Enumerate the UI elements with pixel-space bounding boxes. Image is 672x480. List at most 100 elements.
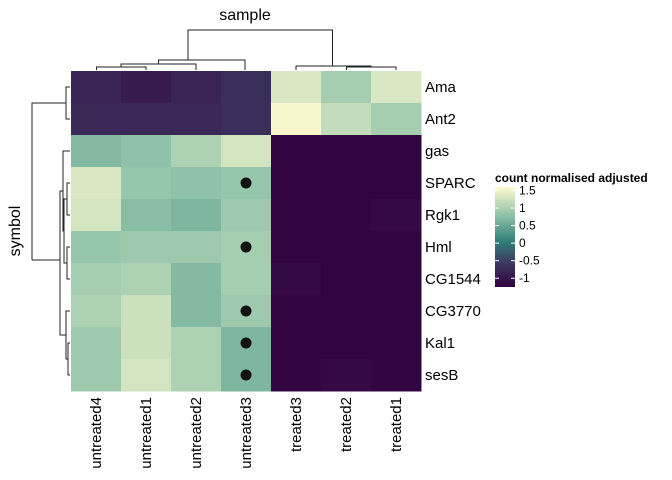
cell-kal1-treated3 — [271, 327, 322, 360]
row-axis-title: symbol — [7, 206, 24, 257]
row-dendro-top — [31, 102, 66, 260]
heatmap-cells — [71, 71, 422, 392]
col-dendro-untreated — [158, 59, 246, 70]
legend-tick-label--1: -1 — [519, 271, 530, 285]
cell-sparc-treated1 — [371, 167, 422, 200]
column-label-untreated4: untreated4 — [88, 397, 105, 469]
marker-sparc-untreated3 — [240, 177, 252, 189]
cell-ant2-untreated2 — [171, 103, 222, 136]
cell-hml-untreated2 — [171, 231, 222, 264]
cell-cg3770-treated3 — [271, 295, 322, 328]
legend-tick-label--0-5: -0.5 — [519, 254, 540, 268]
column-label-treated3: treated3 — [288, 397, 305, 452]
cell-gas-untreated3 — [221, 135, 272, 168]
cell-kal1-untreated4 — [71, 327, 122, 360]
cell-cg1544-treated3 — [271, 263, 322, 296]
cell-cg3770-treated2 — [321, 295, 372, 328]
cell-hml-untreated1 — [121, 231, 172, 264]
row-dendro-bottom — [59, 190, 66, 336]
cell-sparc-treated3 — [271, 167, 322, 200]
cell-rgk1-treated3 — [271, 199, 322, 232]
cell-cg1544-untreated2 — [171, 263, 222, 296]
cell-hml-untreated4 — [71, 231, 122, 264]
legend-tick-label-0-5: 0.5 — [519, 219, 536, 233]
cell-kal1-treated1 — [371, 327, 422, 360]
cell-rgk1-untreated3 — [221, 199, 272, 232]
cell-ama-untreated2 — [171, 71, 222, 104]
cell-ant2-treated3 — [271, 103, 322, 136]
cell-sesb-treated2 — [321, 359, 372, 392]
cell-ama-treated2 — [321, 71, 372, 104]
cell-cg3770-treated1 — [371, 295, 422, 328]
cell-sparc-untreated2 — [171, 167, 222, 200]
cell-rgk1-untreated4 — [71, 199, 122, 232]
legend-tick-label-0: 0 — [519, 236, 526, 250]
cell-ant2-treated1 — [371, 103, 422, 136]
legend-title: count normalised adjusted — [495, 171, 648, 185]
cell-gas-treated2 — [321, 135, 372, 168]
column-label-treated2: treated2 — [338, 397, 355, 452]
marker-sesb-untreated3 — [240, 369, 252, 381]
cell-hml-treated1 — [371, 231, 422, 264]
col-dendro-u4u1 — [96, 66, 147, 70]
cell-rgk1-treated2 — [321, 199, 372, 232]
legend-tick-label-1: 1 — [519, 201, 526, 215]
row-label-rgk1: Rgk1 — [425, 207, 460, 224]
cell-kal1-untreated2 — [171, 327, 222, 360]
column-label-untreated2: untreated2 — [188, 397, 205, 469]
legend-tick-label-1-5: 1.5 — [519, 184, 536, 198]
row-label-hml: Hml — [425, 239, 452, 256]
column-label-untreated3: untreated3 — [238, 397, 255, 469]
row-dendrogram — [31, 86, 70, 376]
cell-ama-untreated4 — [71, 71, 122, 104]
row-label-sparc: SPARC — [425, 175, 476, 192]
column-label-treated1: treated1 — [388, 397, 405, 452]
cell-cg3770-untreated1 — [121, 295, 172, 328]
cell-ant2-untreated4 — [71, 103, 122, 136]
cell-cg1544-untreated1 — [121, 263, 172, 296]
cell-sesb-untreated4 — [71, 359, 122, 392]
row-label-cg3770: CG3770 — [425, 303, 481, 320]
cell-ama-treated1 — [371, 71, 422, 104]
cell-ant2-untreated1 — [121, 103, 172, 136]
row-label-gas: gas — [425, 143, 449, 160]
column-axis-title: sample — [219, 7, 271, 24]
cell-gas-treated3 — [271, 135, 322, 168]
cell-ant2-treated2 — [321, 103, 372, 136]
marker-kal1-untreated3 — [240, 337, 252, 349]
column-label-untreated1: untreated1 — [138, 397, 155, 469]
cell-ama-untreated3 — [221, 71, 272, 104]
cell-gas-untreated2 — [171, 135, 222, 168]
row-dendro-sparc-rgk1 — [66, 182, 70, 216]
cell-gas-untreated1 — [121, 135, 172, 168]
row-dendro-kal1-sesb — [67, 342, 70, 376]
cell-ant2-untreated3 — [221, 103, 272, 136]
cell-sparc-untreated1 — [121, 167, 172, 200]
color-legend: count normalised adjusted 1.5 1 0.5 0 -0.5 -1 — [495, 171, 648, 287]
cell-cg1544-treated2 — [321, 263, 372, 296]
cell-cg1544-treated1 — [371, 263, 422, 296]
cell-cg1544-untreated3 — [221, 263, 272, 296]
legend-ticks: 1.5 1 0.5 0 -0.5 -1 — [495, 184, 540, 285]
column-dendrogram — [96, 29, 397, 70]
cell-sesb-treated1 — [371, 359, 422, 392]
cell-cg3770-untreated4 — [71, 295, 122, 328]
cell-hml-treated3 — [271, 231, 322, 264]
cell-kal1-untreated1 — [121, 327, 172, 360]
row-label-ama: Ama — [425, 79, 457, 96]
cell-sesb-untreated1 — [121, 359, 172, 392]
cell-rgk1-untreated2 — [171, 199, 222, 232]
col-dendro-treated — [295, 65, 372, 70]
row-label-ant2: Ant2 — [425, 111, 456, 128]
cell-sparc-untreated4 — [71, 167, 122, 200]
cell-sparc-treated2 — [321, 167, 372, 200]
cell-kal1-treated2 — [321, 327, 372, 360]
cell-rgk1-treated1 — [371, 199, 422, 232]
col-dendro-root — [187, 29, 333, 66]
marker-cg3770-untreated3 — [240, 305, 252, 317]
cell-sesb-treated3 — [271, 359, 322, 392]
cell-gas-treated1 — [371, 135, 422, 168]
cell-cg1544-untreated4 — [71, 263, 122, 296]
heatmap-markers — [240, 177, 252, 381]
row-label-sesb: sesB — [425, 367, 458, 384]
